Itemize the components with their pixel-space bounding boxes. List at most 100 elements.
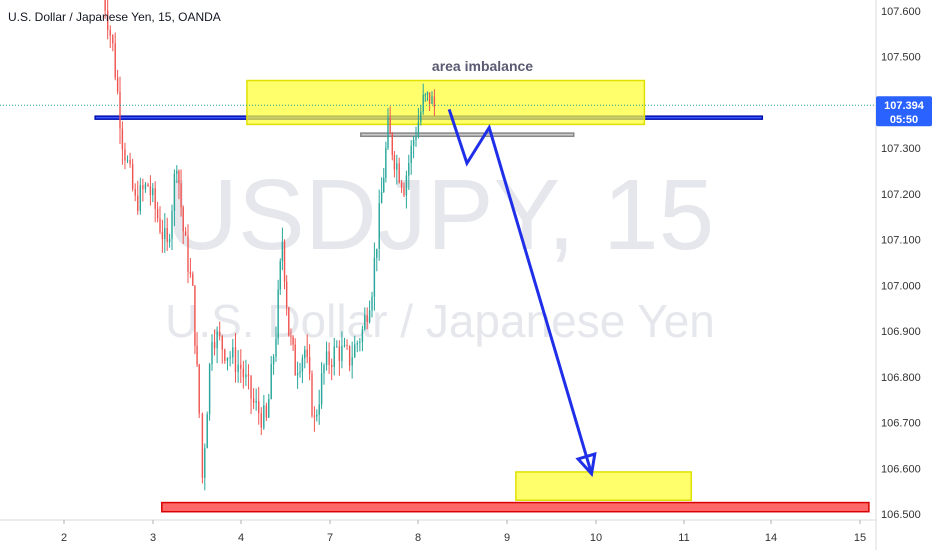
price-tick-label: 106.800 xyxy=(881,372,921,384)
candle-body xyxy=(234,347,237,372)
candle-body xyxy=(260,413,262,428)
candle-body xyxy=(431,96,433,104)
candle-body xyxy=(242,368,245,378)
candle-body xyxy=(380,191,383,204)
candle-body xyxy=(272,357,275,365)
time-tick-label: 3 xyxy=(150,532,156,544)
candle-body xyxy=(292,336,294,345)
watermark-ticker: USDJPY, 15 xyxy=(165,159,715,271)
candle-body xyxy=(361,329,364,342)
candle-body xyxy=(364,315,366,330)
candle-body xyxy=(116,77,119,92)
candle-body xyxy=(304,349,306,359)
candle-body xyxy=(325,351,328,366)
candle-body xyxy=(301,358,304,372)
candle-body xyxy=(294,344,296,376)
candle-body xyxy=(343,344,346,347)
candle-body xyxy=(221,336,223,350)
candles-layer xyxy=(104,0,436,491)
candle-body xyxy=(320,373,323,405)
candle-body xyxy=(318,404,320,415)
candle-body xyxy=(341,346,343,362)
candle-body xyxy=(426,92,429,95)
annotation-area-imbalance: area imbalance xyxy=(431,58,534,74)
candle-body xyxy=(106,10,109,30)
candle-body xyxy=(176,170,178,174)
candle-body xyxy=(240,364,242,369)
candle-body xyxy=(270,364,272,399)
candle-body xyxy=(268,398,270,418)
candle-body xyxy=(420,111,422,122)
candle-body xyxy=(346,344,348,347)
price-tick-label: 106.700 xyxy=(881,418,921,430)
candle-body xyxy=(263,405,265,428)
price-tick-label: 106.600 xyxy=(881,463,921,475)
candle-body xyxy=(398,163,400,183)
candle-body xyxy=(126,159,129,161)
time-tick-label: 4 xyxy=(238,532,244,544)
candle-body xyxy=(192,274,194,286)
symbol-title: U.S. Dollar / Japanese Yen, 15, OANDA xyxy=(8,10,221,24)
candle-body xyxy=(410,145,412,163)
candle-body xyxy=(250,376,252,399)
candle-body xyxy=(178,170,180,184)
candle-body xyxy=(121,128,124,150)
time-tick-label: 8 xyxy=(415,532,421,544)
candle-body xyxy=(265,405,268,418)
candle-body xyxy=(281,241,284,262)
candle-body xyxy=(119,91,121,129)
candle-body xyxy=(114,43,116,78)
candle-body xyxy=(383,177,385,192)
time-tick-label: 11 xyxy=(678,532,689,544)
candle-body xyxy=(255,401,257,403)
candle-body xyxy=(154,188,156,209)
candle-body xyxy=(428,92,431,104)
candle-body xyxy=(112,35,114,44)
time-tick-label: 14 xyxy=(765,532,777,544)
candle-body xyxy=(396,163,398,170)
candle-body xyxy=(417,121,420,137)
zone-red-zone xyxy=(161,501,870,513)
candle-body xyxy=(211,341,213,365)
zone-yellow-imbalance xyxy=(246,79,646,126)
candle-body xyxy=(182,207,184,232)
candle-body xyxy=(147,184,149,187)
candle-body xyxy=(131,164,134,189)
candle-body xyxy=(277,289,279,339)
candle-body xyxy=(152,188,154,196)
price-tick-label: 107.300 xyxy=(881,143,921,155)
candle-body xyxy=(206,414,208,449)
candle-body xyxy=(333,346,335,368)
candle-body xyxy=(134,188,136,196)
candle-body xyxy=(306,349,308,358)
candle-body xyxy=(405,175,408,196)
candle-body xyxy=(279,261,281,290)
candle-body xyxy=(338,346,341,362)
time-tick-label: 7 xyxy=(327,532,333,544)
price-tick-label: 106.500 xyxy=(881,509,921,521)
candle-body xyxy=(288,307,290,336)
candle-body xyxy=(247,374,250,377)
candle-body xyxy=(336,346,338,348)
candle-body xyxy=(403,187,405,196)
candle-body xyxy=(400,182,403,188)
candle-body xyxy=(348,346,351,366)
candle-body xyxy=(164,227,166,240)
candle-body xyxy=(168,238,171,242)
candle-body xyxy=(299,371,301,374)
candle-body xyxy=(142,185,144,190)
candle-body xyxy=(424,94,427,96)
zone-layer xyxy=(94,79,870,513)
candle-body xyxy=(296,373,299,376)
candle-body xyxy=(208,364,211,415)
candle-body xyxy=(275,338,277,358)
candle-body xyxy=(313,415,316,417)
candle-body xyxy=(171,210,173,239)
price-tick-label: 107.500 xyxy=(881,52,921,64)
candle-body xyxy=(180,183,182,208)
candle-body xyxy=(232,347,234,358)
candle-body xyxy=(368,310,371,322)
candle-body xyxy=(161,231,164,240)
